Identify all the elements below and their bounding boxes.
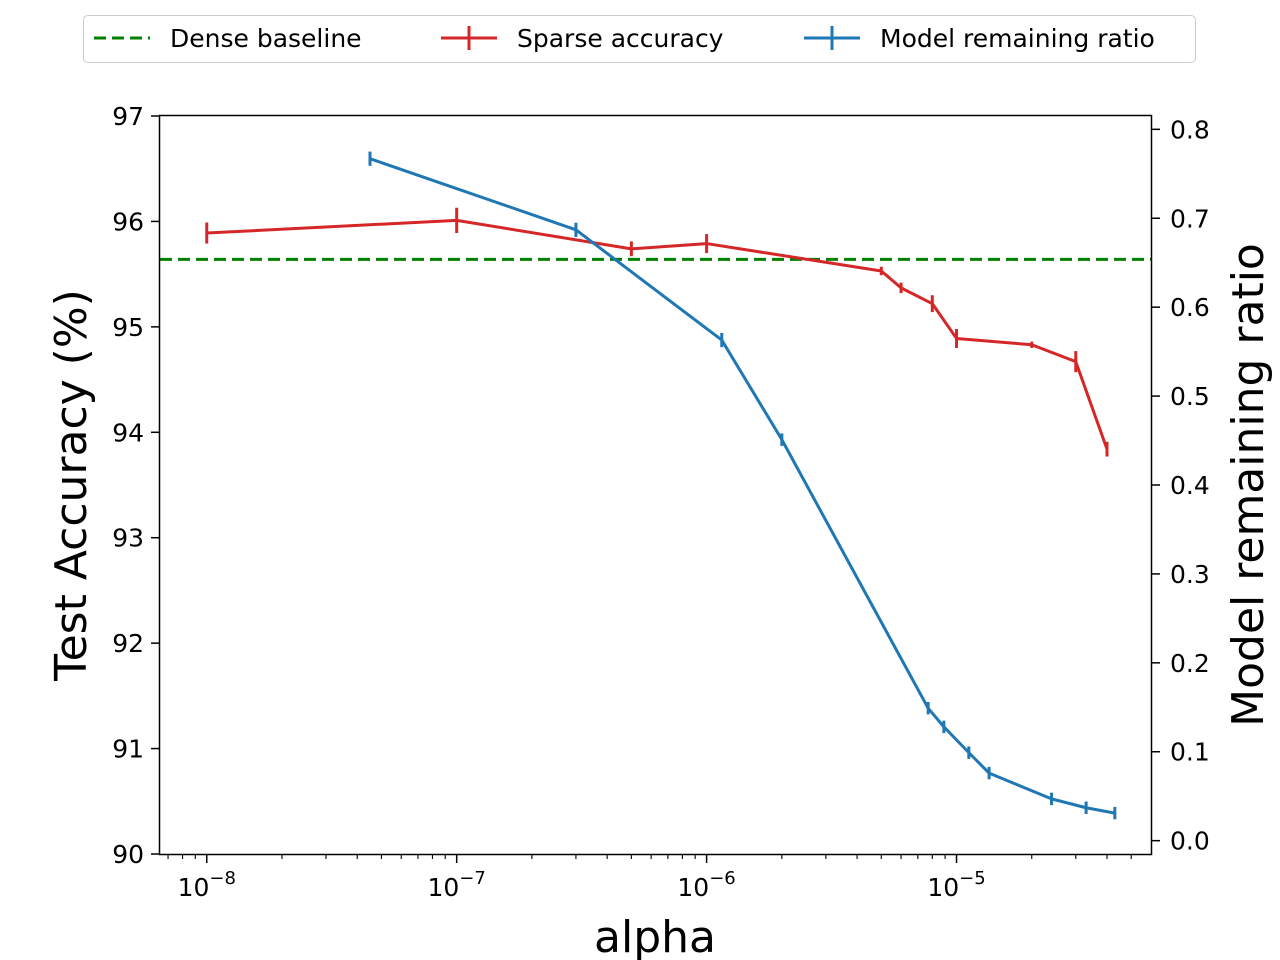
- y-left-tick-label: 94: [112, 418, 144, 447]
- y-right-tick-label: 0.0: [1170, 827, 1210, 856]
- x-tick-label: 10−7: [427, 868, 485, 902]
- y-left-tick-label: 97: [112, 102, 144, 131]
- y-right-tick-label: 0.7: [1170, 204, 1210, 233]
- y-right-tick-label: 0.5: [1170, 382, 1210, 411]
- y-right-tick-label: 0.1: [1170, 738, 1210, 767]
- legend-item-model-remaining-ratio: Model remaining ratio: [802, 16, 1155, 61]
- x-tick-label-base: 10: [677, 873, 709, 902]
- x-tick-label: 10−5: [927, 868, 985, 902]
- y-left-tick-label: 96: [112, 207, 144, 236]
- legend-item-dense-baseline: Dense baseline: [92, 16, 362, 61]
- x-tick-label-base: 10: [427, 873, 459, 902]
- y-axis-left-label: Test Accuracy (%): [46, 289, 97, 682]
- sparse-accuracy-line: [206, 218, 1109, 450]
- model-remaining-ratio-line: [369, 157, 1116, 815]
- legend-label: Model remaining ratio: [880, 24, 1155, 53]
- x-tick-label-exponent: −7: [459, 868, 486, 889]
- y-axis-right-label: Model remaining ratio: [1223, 243, 1274, 727]
- y-right-tick-label: 0.8: [1170, 115, 1210, 144]
- y-right-tick-label: 0.4: [1170, 471, 1210, 500]
- x-tick-label-exponent: −6: [709, 868, 736, 889]
- x-tick-label-exponent: −5: [959, 868, 986, 889]
- y-left-tick-label: 95: [112, 313, 144, 342]
- x-tick-label: 10−8: [178, 868, 236, 902]
- legend-swatch-errorbar-icon: [804, 26, 860, 50]
- y-right-tick-label: 0.6: [1170, 293, 1210, 322]
- legend-swatch-dashed-icon: [94, 36, 150, 40]
- y-right-tick-label: 0.2: [1170, 649, 1210, 678]
- y-right-tick-label: 0.3: [1170, 560, 1210, 589]
- y-left-tick-label: 90: [112, 840, 144, 869]
- y-left-tick-label: 91: [112, 735, 144, 764]
- x-tick-label: 10−6: [677, 868, 735, 902]
- series-layer: [205, 151, 1117, 820]
- legend: Dense baseline Sparse accuracy Model rem…: [83, 15, 1196, 63]
- x-tick-label-exponent: −8: [209, 868, 236, 889]
- x-tick-label-base: 10: [178, 873, 210, 902]
- axes-layer: 10−8 10−7 10−6 10−590919293949596970.00.10.…: [112, 102, 1210, 902]
- legend-label: Sparse accuracy: [517, 24, 724, 53]
- y-left-tick-label: 93: [112, 524, 144, 553]
- plot-area-frame: [158, 114, 1153, 856]
- legend-label: Dense baseline: [170, 24, 362, 53]
- x-tick-label-base: 10: [927, 873, 959, 902]
- y-left-tick-label: 92: [112, 629, 144, 658]
- legend-item-sparse-accuracy: Sparse accuracy: [439, 16, 723, 61]
- legend-swatch-errorbar-icon: [441, 26, 497, 50]
- x-axis-label: alpha: [594, 912, 716, 960]
